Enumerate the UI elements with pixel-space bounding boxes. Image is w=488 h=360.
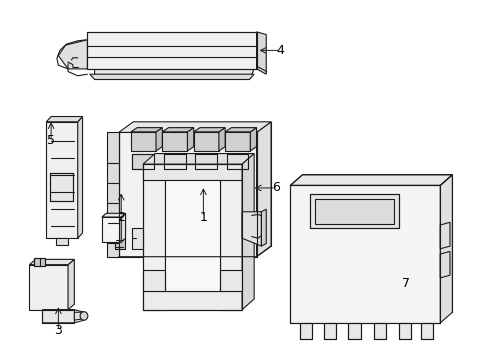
Polygon shape (220, 270, 242, 291)
Polygon shape (224, 128, 256, 132)
Polygon shape (398, 323, 410, 339)
Polygon shape (162, 128, 193, 132)
Polygon shape (102, 213, 125, 217)
Polygon shape (163, 154, 185, 170)
Polygon shape (300, 323, 311, 339)
Polygon shape (29, 265, 68, 310)
Polygon shape (78, 117, 82, 238)
Polygon shape (224, 132, 250, 151)
Polygon shape (50, 173, 73, 201)
Polygon shape (119, 122, 270, 132)
Polygon shape (219, 128, 224, 151)
Text: 4: 4 (276, 44, 284, 57)
Polygon shape (256, 32, 265, 74)
Polygon shape (156, 128, 162, 151)
Polygon shape (29, 259, 74, 265)
Polygon shape (142, 291, 242, 310)
Polygon shape (162, 132, 187, 151)
Polygon shape (142, 154, 254, 164)
Polygon shape (242, 212, 261, 246)
Polygon shape (131, 128, 162, 132)
Polygon shape (34, 258, 45, 266)
Polygon shape (261, 209, 265, 246)
Polygon shape (373, 323, 386, 339)
Polygon shape (121, 213, 125, 242)
Polygon shape (195, 154, 217, 170)
Polygon shape (314, 198, 393, 224)
Polygon shape (46, 117, 82, 122)
Polygon shape (242, 154, 254, 310)
Polygon shape (226, 154, 248, 170)
Polygon shape (142, 164, 242, 180)
Polygon shape (132, 228, 142, 249)
Polygon shape (68, 259, 74, 310)
Text: 3: 3 (54, 324, 62, 337)
Polygon shape (439, 251, 449, 278)
Polygon shape (87, 32, 256, 69)
Polygon shape (95, 69, 254, 80)
Polygon shape (193, 128, 224, 132)
Ellipse shape (80, 312, 88, 320)
Polygon shape (46, 122, 78, 238)
Polygon shape (132, 154, 154, 170)
Polygon shape (220, 164, 242, 310)
Text: 2: 2 (117, 211, 125, 224)
Polygon shape (58, 40, 87, 69)
Text: 5: 5 (47, 134, 55, 147)
Polygon shape (74, 312, 84, 320)
Polygon shape (164, 180, 220, 291)
Polygon shape (142, 270, 164, 291)
Polygon shape (193, 132, 219, 151)
Polygon shape (309, 194, 398, 228)
Text: 7: 7 (402, 276, 409, 290)
Polygon shape (187, 128, 193, 151)
Polygon shape (439, 175, 451, 323)
Polygon shape (102, 217, 121, 242)
Polygon shape (439, 222, 449, 249)
Polygon shape (256, 122, 270, 257)
Polygon shape (42, 310, 74, 323)
Polygon shape (119, 132, 256, 257)
Polygon shape (142, 164, 164, 310)
Polygon shape (106, 132, 119, 257)
Polygon shape (348, 323, 360, 339)
Polygon shape (420, 323, 432, 339)
Polygon shape (56, 238, 68, 245)
Polygon shape (250, 128, 256, 151)
Polygon shape (90, 74, 254, 80)
Polygon shape (131, 132, 156, 151)
Polygon shape (324, 323, 336, 339)
Polygon shape (290, 175, 451, 185)
Polygon shape (290, 185, 439, 323)
Text: 6: 6 (271, 181, 279, 194)
Polygon shape (115, 238, 124, 249)
Text: 1: 1 (199, 211, 207, 224)
